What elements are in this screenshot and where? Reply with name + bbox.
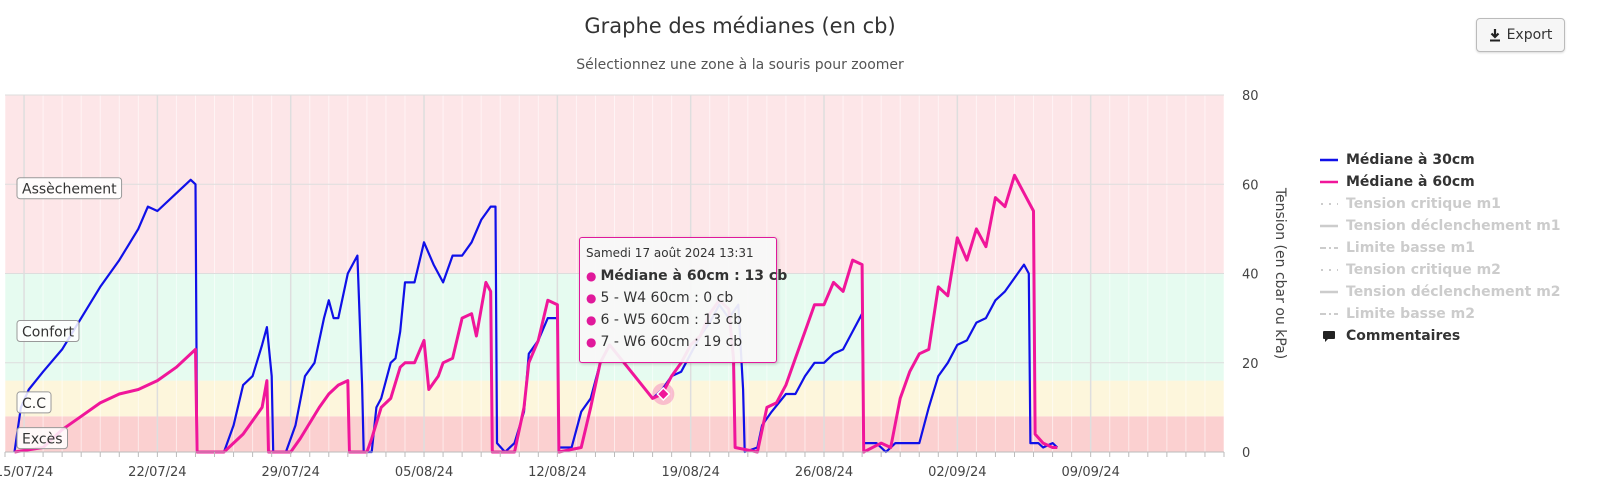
legend-item[interactable]: Tension déclenchement m2 [1320,281,1561,303]
download-icon [1489,28,1501,42]
highlight-point [656,386,671,402]
dashdot-line-swatch-icon [1320,308,1338,320]
zone-labels: Assèchement Confort C.C Excès [16,177,123,450]
tooltip-row: ● Médiane à 60cm : 13 cb [586,265,787,287]
legend-item[interactable]: Tension déclenchement m1 [1320,215,1561,237]
zone-label-text: Assèchement [22,182,117,198]
legend-item[interactable]: Tension critique m1 [1320,193,1561,215]
comment-icon [1320,330,1338,342]
zone-label: C.C [16,391,52,414]
series-dot-icon: ● [586,313,597,327]
tooltip-row: ● 6 - W5 60cm : 13 cb [586,309,770,331]
y-tick-label: 80 [1242,89,1259,104]
x-tick-label: 12/08/24 [528,465,586,480]
y-axis-title: Tension (en cbar ou kPa) [1272,187,1288,359]
x-tick-label: 05/08/24 [395,465,453,480]
tooltip-row: ● 7 - W6 60cm : 19 cb [586,331,770,353]
legend-item[interactable]: Médiane à 30cm [1320,149,1561,171]
legend-item[interactable]: Limite basse m2 [1320,303,1561,325]
tooltip-row-text: 7 - W6 60cm : 19 cb [600,334,743,350]
chart-title: Graphe des médianes (en cb) [584,14,896,38]
chart-subtitle: Sélectionnez une zone à la souris pour z… [576,57,904,73]
legend-label: Tension déclenchement m1 [1346,218,1561,234]
dotted-line-swatch-icon [1320,264,1338,276]
axes: 15/07/24 22/07/24 29/07/24 05/08/24 12/08/24… [0,89,1288,480]
x-tick-label: 15/07/24 [0,465,53,480]
x-tick-label: 19/08/24 [661,465,719,480]
y-tick-label: 0 [1242,446,1250,461]
line-swatch-icon [1320,220,1338,232]
tooltip-row-text: Médiane à 60cm : 13 cb [600,268,788,284]
zone-label-box [16,427,68,450]
zone-label-box [16,320,80,343]
zone-label-text: Excès [22,432,63,448]
legend-label: Limite basse m2 [1346,306,1476,322]
x-tick-label: 29/07/24 [262,465,320,480]
line-swatch-icon [1320,176,1338,188]
tooltip-row: ● 5 - W4 60cm : 0 cb [586,287,770,309]
series-dot-icon: ● [586,335,597,349]
export-button[interactable]: Export [1476,18,1565,52]
tooltip: Samedi 17 août 2024 13:31 ● Médiane à 60c… [579,237,787,363]
zone-label-text: Confort [22,325,74,341]
zone-label-box [16,177,123,200]
zone-label-box [16,391,52,414]
export-label: Export [1506,27,1553,43]
dotted-line-swatch-icon [1320,198,1338,210]
legend: Médiane à 30cm Médiane à 60cm Tension crit… [1320,149,1561,347]
series-dot-icon: ● [586,269,597,283]
x-tick-label: 22/07/24 [128,465,186,480]
legend-label: Tension critique m1 [1346,196,1501,212]
highlight-marker [652,382,675,405]
legend-label: Commentaires [1346,328,1461,344]
x-tick-label: 26/08/24 [795,465,853,480]
x-tick-label: 02/09/24 [928,465,986,480]
legend-label: Médiane à 30cm [1346,152,1475,168]
line-swatch-icon [1320,286,1338,298]
legend-label: Tension critique m2 [1346,262,1501,278]
zone-label-text: C.C [22,396,46,412]
series-dot-icon: ● [586,291,597,305]
tooltip-date: Samedi 17 août 2024 13:31 [586,246,754,260]
legend-item[interactable]: Commentaires [1320,325,1561,347]
y-tick-label: 20 [1242,357,1259,372]
legend-item[interactable]: Limite basse m1 [1320,237,1561,259]
y-tick-label: 60 [1242,178,1259,193]
tooltip-row-text: 6 - W5 60cm : 13 cb [600,312,743,328]
dashdot-line-swatch-icon [1320,242,1338,254]
legend-item[interactable]: Médiane à 60cm [1320,171,1561,193]
y-tick-label: 40 [1242,268,1259,283]
legend-item[interactable]: Tension critique m2 [1320,259,1561,281]
legend-label: Médiane à 60cm [1346,174,1475,190]
legend-label: Limite basse m1 [1346,240,1476,256]
tooltip-row-text: 5 - W4 60cm : 0 cb [600,290,734,306]
zone-label: Excès [16,427,68,450]
zone-label: Assèchement [16,177,123,200]
legend-label: Tension déclenchement m2 [1346,284,1561,300]
zone-label: Confort [16,320,80,343]
line-swatch-icon [1320,154,1338,166]
x-tick-label: 09/09/24 [1061,465,1119,480]
